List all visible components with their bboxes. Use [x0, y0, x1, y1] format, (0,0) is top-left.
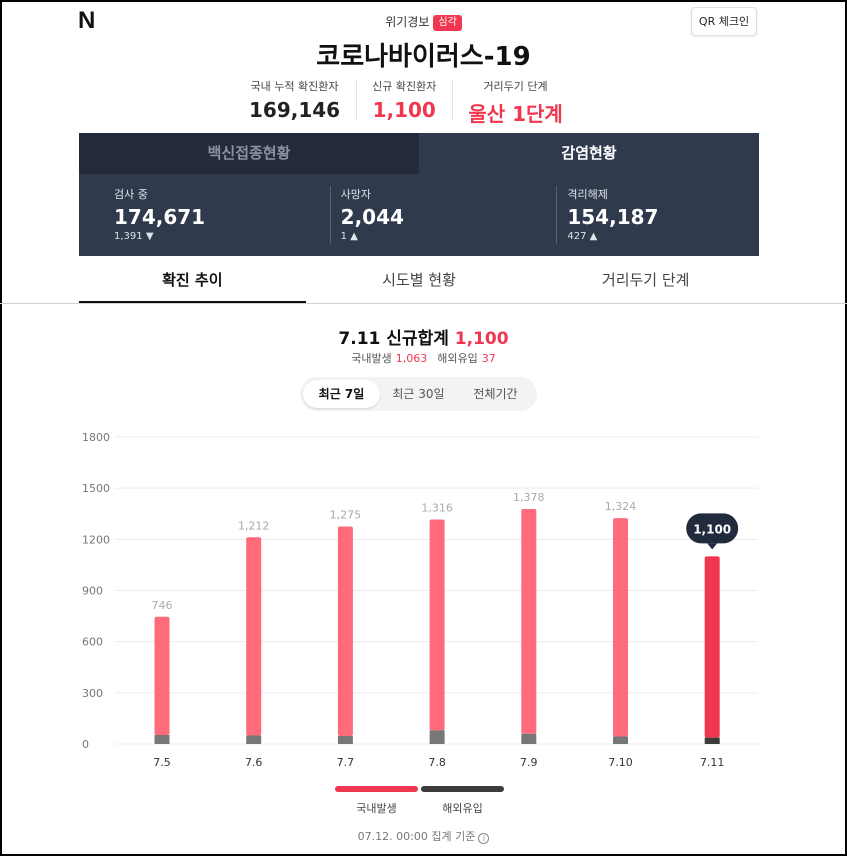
bar-domestic — [613, 518, 628, 737]
bar-imported — [246, 735, 262, 744]
stat-value: 2,044 — [340, 205, 404, 229]
tab-by-region[interactable]: 시도별 현황 — [382, 271, 456, 289]
stat-value: 174,671 — [114, 205, 206, 229]
y-tick-label: 900 — [82, 585, 103, 598]
chart-legend: 국내발생 해외유입 — [335, 786, 505, 826]
page-title: 코로나바이러스-19 — [316, 42, 531, 72]
data-label-total: 1,100 — [693, 522, 731, 536]
bar-imported — [704, 737, 720, 744]
footnote-text: 07.12. 00:00 집계 기준 — [357, 830, 476, 843]
alert-level-badge: 심각 — [433, 15, 462, 31]
data-label-total: 1,212 — [238, 519, 270, 532]
y-tick-label: 1500 — [82, 482, 110, 495]
stat-label: 사망자 — [340, 188, 372, 201]
daily-total: 1,100 — [454, 329, 509, 349]
stat-testing: 검사 중 174,671 1,391 ▼ — [79, 186, 306, 256]
summary-label: 신규 확진환자 — [372, 80, 437, 93]
daily-title-prefix: 7.11 신규합계 — [338, 329, 449, 349]
period-selector: 최근 7일 최근 30일 전체기간 — [300, 377, 537, 411]
daily-title: 7.11 신규합계 1,100 — [0, 324, 847, 349]
bar-domestic — [704, 556, 720, 738]
imported-label: 해외유입 — [437, 352, 478, 365]
x-tick-label: 7.9 — [520, 756, 538, 769]
domestic-label: 국내발생 — [351, 352, 392, 365]
info-icon[interactable]: i — [478, 833, 490, 844]
status-panel: 백신접종현황 감염현황 검사 중 174,671 1,391 ▼ 사망자 2,0… — [79, 133, 759, 256]
status-panel-tabs: 백신접종현황 감염현황 — [79, 133, 759, 174]
data-label-total: 746 — [152, 599, 173, 612]
summary-new: 신규 확진환자 1,100 — [356, 78, 452, 122]
y-tick-label: 300 — [82, 687, 103, 700]
stats-row: 검사 중 174,671 1,391 ▼ 사망자 2,044 1 ▲ 격리해제 … — [79, 174, 759, 256]
bar-domestic — [521, 508, 537, 734]
data-label-total: 1,378 — [513, 491, 545, 504]
domestic-value: 1,063 — [395, 352, 428, 365]
stat-released: 격리해제 154,187 427 ▲ — [532, 186, 759, 256]
arrow-up-icon: ▲ — [350, 231, 358, 242]
summary-value: 169,146 — [249, 98, 341, 122]
footnote: 07.12. 00:00 집계 기준 i — [0, 828, 847, 844]
summary-value: 1,100 — [372, 98, 436, 122]
tab-vaccination[interactable]: 백신접종현황 — [79, 133, 419, 174]
imported-value: 37 — [481, 352, 496, 365]
stat-value: 154,187 — [567, 205, 659, 229]
period-30days[interactable]: 최근 30일 — [392, 387, 445, 401]
legend-swatch-domestic — [335, 786, 418, 792]
summary-label: 거리두기 단계 — [483, 80, 548, 93]
data-label-total: 1,275 — [330, 509, 362, 522]
x-tick-label: 7.11 — [700, 756, 725, 769]
summary-cumulative: 국내 누적 확진환자 169,146 — [233, 78, 356, 122]
bar-domestic — [429, 519, 445, 731]
summary-distancing[interactable]: 거리두기 단계 울산 1단계 — [452, 78, 578, 126]
alert-label: 위기경보 — [385, 15, 430, 29]
bar-imported — [154, 734, 170, 744]
summary-value: 울산 1단계 — [468, 102, 563, 126]
arrow-down-icon: ▼ — [145, 231, 154, 242]
bar-imported — [521, 733, 537, 744]
x-tick-label: 7.7 — [337, 756, 355, 769]
tab-infection[interactable]: 감염현황 — [419, 133, 759, 174]
bar-imported — [613, 736, 628, 744]
main-tabs: 확진 추이 시도별 현황 거리두기 단계 — [79, 258, 759, 304]
data-label-total: 1,316 — [421, 502, 453, 515]
period-7days[interactable]: 최근 7일 — [303, 380, 380, 408]
x-tick-label: 7.8 — [428, 756, 446, 769]
legend-swatch-imported — [421, 786, 504, 792]
naver-logo[interactable]: N — [78, 7, 96, 34]
stat-label: 격리해제 — [567, 188, 608, 201]
stat-delta: 1 ▲ — [340, 231, 358, 242]
bar-domestic — [246, 537, 262, 736]
qr-checkin-button[interactable]: QR 체크인 — [691, 7, 757, 36]
x-tick-label: 7.5 — [153, 756, 171, 769]
summary-label: 국내 누적 확진환자 — [250, 80, 339, 93]
summary-row: 국내 누적 확진환자 169,146 신규 확진환자 1,100 거리두기 단계… — [233, 78, 613, 126]
bar-imported — [337, 735, 353, 744]
x-tick-label: 7.6 — [245, 756, 263, 769]
stat-delta: 1,391 ▼ — [114, 231, 154, 242]
stat-delta: 427 ▲ — [567, 231, 598, 242]
y-tick-label: 600 — [82, 636, 103, 649]
y-tick-label: 0 — [82, 738, 89, 751]
stat-label: 검사 중 — [114, 188, 148, 201]
stat-deaths: 사망자 2,044 1 ▲ — [306, 186, 533, 256]
data-label-total: 1,324 — [605, 500, 637, 513]
legend-label-domestic: 국내발생 — [356, 802, 397, 815]
y-tick-label: 1800 — [82, 431, 110, 444]
tab-distancing[interactable]: 거리두기 단계 — [601, 271, 690, 289]
tab-trend[interactable]: 확진 추이 — [79, 258, 306, 303]
x-tick-label: 7.10 — [608, 756, 633, 769]
daily-cases-chart: 0 300 600 900 1200 1500 1800 7.5 746 7.6 1,212 7.7 1… — [82, 431, 758, 769]
daily-breakdown: 국내발생 1,063 해외유입 37 — [0, 350, 847, 366]
arrow-up-icon: ▲ — [589, 231, 598, 242]
alert-row: 위기경보 심각 — [0, 13, 847, 31]
period-all[interactable]: 전체기간 — [473, 387, 518, 401]
bar-domestic — [337, 526, 353, 736]
total-tooltip — [686, 513, 739, 544]
legend-label-imported: 해외유입 — [442, 802, 483, 815]
y-tick-label: 1200 — [82, 533, 110, 546]
bar-domestic — [154, 616, 170, 735]
tooltip-pointer — [707, 543, 718, 550]
bar-imported — [429, 730, 445, 744]
